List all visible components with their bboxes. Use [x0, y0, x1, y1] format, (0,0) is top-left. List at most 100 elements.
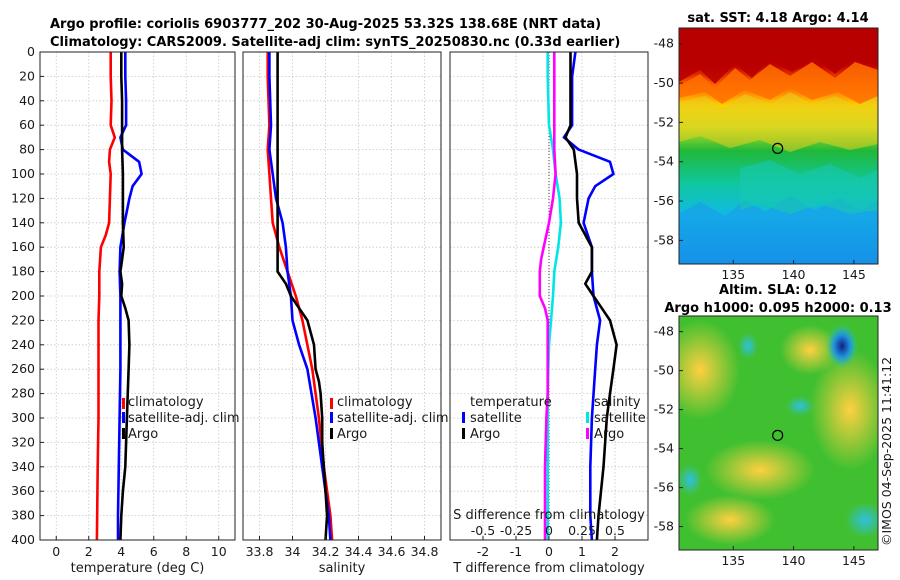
x-tick-label: -2 [477, 544, 489, 559]
map-x-tick-label: 145 [842, 553, 866, 568]
x-tick-label: 0 [52, 544, 60, 559]
legend-swatch-argo [122, 428, 125, 439]
map-x-tick-label: 135 [721, 553, 745, 568]
x-tick-label: 33.8 [246, 544, 274, 559]
sla-low-4 [845, 502, 878, 538]
y-tick-label: 120 [11, 190, 35, 205]
salinity-panel: 33.8 34 34.2 34.4 34.6 34.8 salinity [242, 51, 442, 576]
x-axis-label: T difference from climatology [452, 561, 645, 576]
legend-salinity-title: salinity [594, 395, 641, 410]
sst-cool-band [740, 160, 878, 214]
x-tick-label: 2 [85, 544, 93, 559]
y-tick-label: 180 [11, 264, 35, 279]
x-tick-label-salinity: 0.5 [605, 523, 625, 538]
sla-map-axes: 135 140 145 -48 -50 -52 -54 -56 -58 [654, 324, 866, 568]
map-y-tick-label: -48 [654, 36, 674, 51]
x-tick-label: 8 [182, 544, 190, 559]
map-y-tick-label: -58 [654, 519, 674, 534]
x-tick-label: 4 [117, 544, 125, 559]
y-tick-label: 80 [19, 142, 35, 157]
difference-legend-salinity: salinity satellite Argo [586, 395, 646, 442]
legend-argo-label: Argo [128, 427, 158, 442]
legend-s-satellite-label: satellite [594, 411, 646, 426]
sla-map-title-1: Altim. SLA: 0.12 [719, 283, 837, 298]
sla-high-4 [780, 325, 840, 375]
x-tick-label: 0 [545, 544, 553, 559]
series-line-s-argo [538, 52, 557, 540]
map-x-tick-label: 135 [721, 267, 745, 282]
x-tick-label-salinity: -0.25 [500, 523, 532, 538]
sla-high-2 [810, 350, 878, 470]
x-tick-label-salinity: 0.25 [568, 523, 596, 538]
sst-front-orange [679, 62, 878, 104]
imos-timestamp: ©IMOS 04-Sep-2025 11:41:12 [879, 357, 894, 546]
map-y-tick-label: -50 [654, 363, 674, 378]
y-tick-label: 400 [11, 532, 35, 547]
series-line-argo [119, 52, 131, 541]
series-line-argo [276, 52, 329, 541]
y-tick-label: 240 [11, 337, 35, 352]
y-tick-label: 320 [11, 434, 35, 449]
map-y-tick-label: -50 [654, 75, 674, 90]
x-tick-label: 34.2 [312, 544, 340, 559]
y-tick-label: 260 [11, 361, 35, 376]
sla-map-title-2: Argo h1000: 0.095 h2000: 0.13 [664, 301, 891, 316]
legend-swatch-satellite [330, 412, 333, 423]
y-tick-label: 360 [11, 483, 35, 498]
map-x-tick-label: 145 [842, 267, 866, 282]
series-line-climatology [95, 52, 117, 541]
legend-swatch-satellite [122, 412, 125, 423]
y-tick-label: 160 [11, 239, 35, 254]
legend-swatch-t-argo [462, 428, 465, 439]
map-y-tick-label: -48 [654, 324, 674, 339]
legend-swatch-s-argo [586, 428, 589, 439]
x-tick-label: 34.4 [345, 544, 373, 559]
legend-argo-label: Argo [337, 427, 367, 442]
argo-location-marker [772, 142, 784, 154]
legend-swatch-argo [330, 428, 333, 439]
x-tick-label: -1 [510, 544, 522, 559]
title-line-1: Argo profile: coriolis 6903777_202 30-Au… [50, 17, 601, 32]
legend-satellite-label: satellite-adj. clim [337, 411, 449, 426]
legend-t-argo-label: Argo [470, 427, 500, 442]
x-tick-label: 6 [150, 544, 158, 559]
difference-panel: -2 -1 0 1 2 T difference from climatology S di… [449, 51, 649, 576]
y-tick-label: 140 [11, 215, 35, 230]
map-x-tick-label: 140 [782, 267, 806, 282]
sla-low-3 [786, 396, 814, 416]
sst-map-axes: 135 140 145 -48 -50 -52 -54 -56 -58 [654, 36, 866, 282]
x-tick-label: 34 [285, 544, 301, 559]
sla-high-3 [705, 440, 815, 500]
map-y-tick-label: -56 [654, 193, 674, 208]
series-line-t-argo [564, 52, 618, 541]
y-tick-label: 0 [27, 44, 35, 59]
legend-swatch-s-satellite [586, 412, 589, 423]
y-tick-label: 340 [11, 459, 35, 474]
y-tick-label: 60 [19, 117, 35, 132]
x-tick-label-salinity: -0.5 [471, 523, 495, 538]
map-y-tick-label: -52 [654, 114, 674, 129]
sst-cold-region [679, 196, 878, 264]
legend-satellite-label: satellite-adj. clim [128, 411, 240, 426]
y-tick-label: 200 [11, 288, 35, 303]
x-tick-label: 34.8 [411, 544, 439, 559]
legend-swatch-t-satellite [462, 412, 465, 423]
y-tick-label: 280 [11, 386, 35, 401]
sla-low-2 [738, 333, 758, 359]
map-x-tick-label: 140 [782, 553, 806, 568]
sla-low-5 [679, 464, 702, 496]
sla-map-frame [678, 315, 879, 551]
map-y-tick-label: -54 [654, 441, 674, 456]
legend-swatch-climatology [330, 398, 333, 409]
series-line-satellite-adj-clim [268, 52, 332, 541]
sla-map: 135 140 145 -48 -50 -52 -54 -56 -58 [654, 315, 879, 568]
x-tick-label: 10 [211, 544, 227, 559]
difference-legend-temperature: temperature satellite Argo [462, 395, 552, 442]
map-y-tick-label: -56 [654, 480, 674, 495]
legend-temperature-title: temperature [470, 395, 552, 410]
y-tick-label: 380 [11, 508, 35, 523]
y-tick-label: 40 [19, 93, 35, 108]
title-line-2: Climatology: CARS2009. Satellite-adj cli… [50, 35, 620, 50]
sla-high-5 [685, 495, 775, 545]
